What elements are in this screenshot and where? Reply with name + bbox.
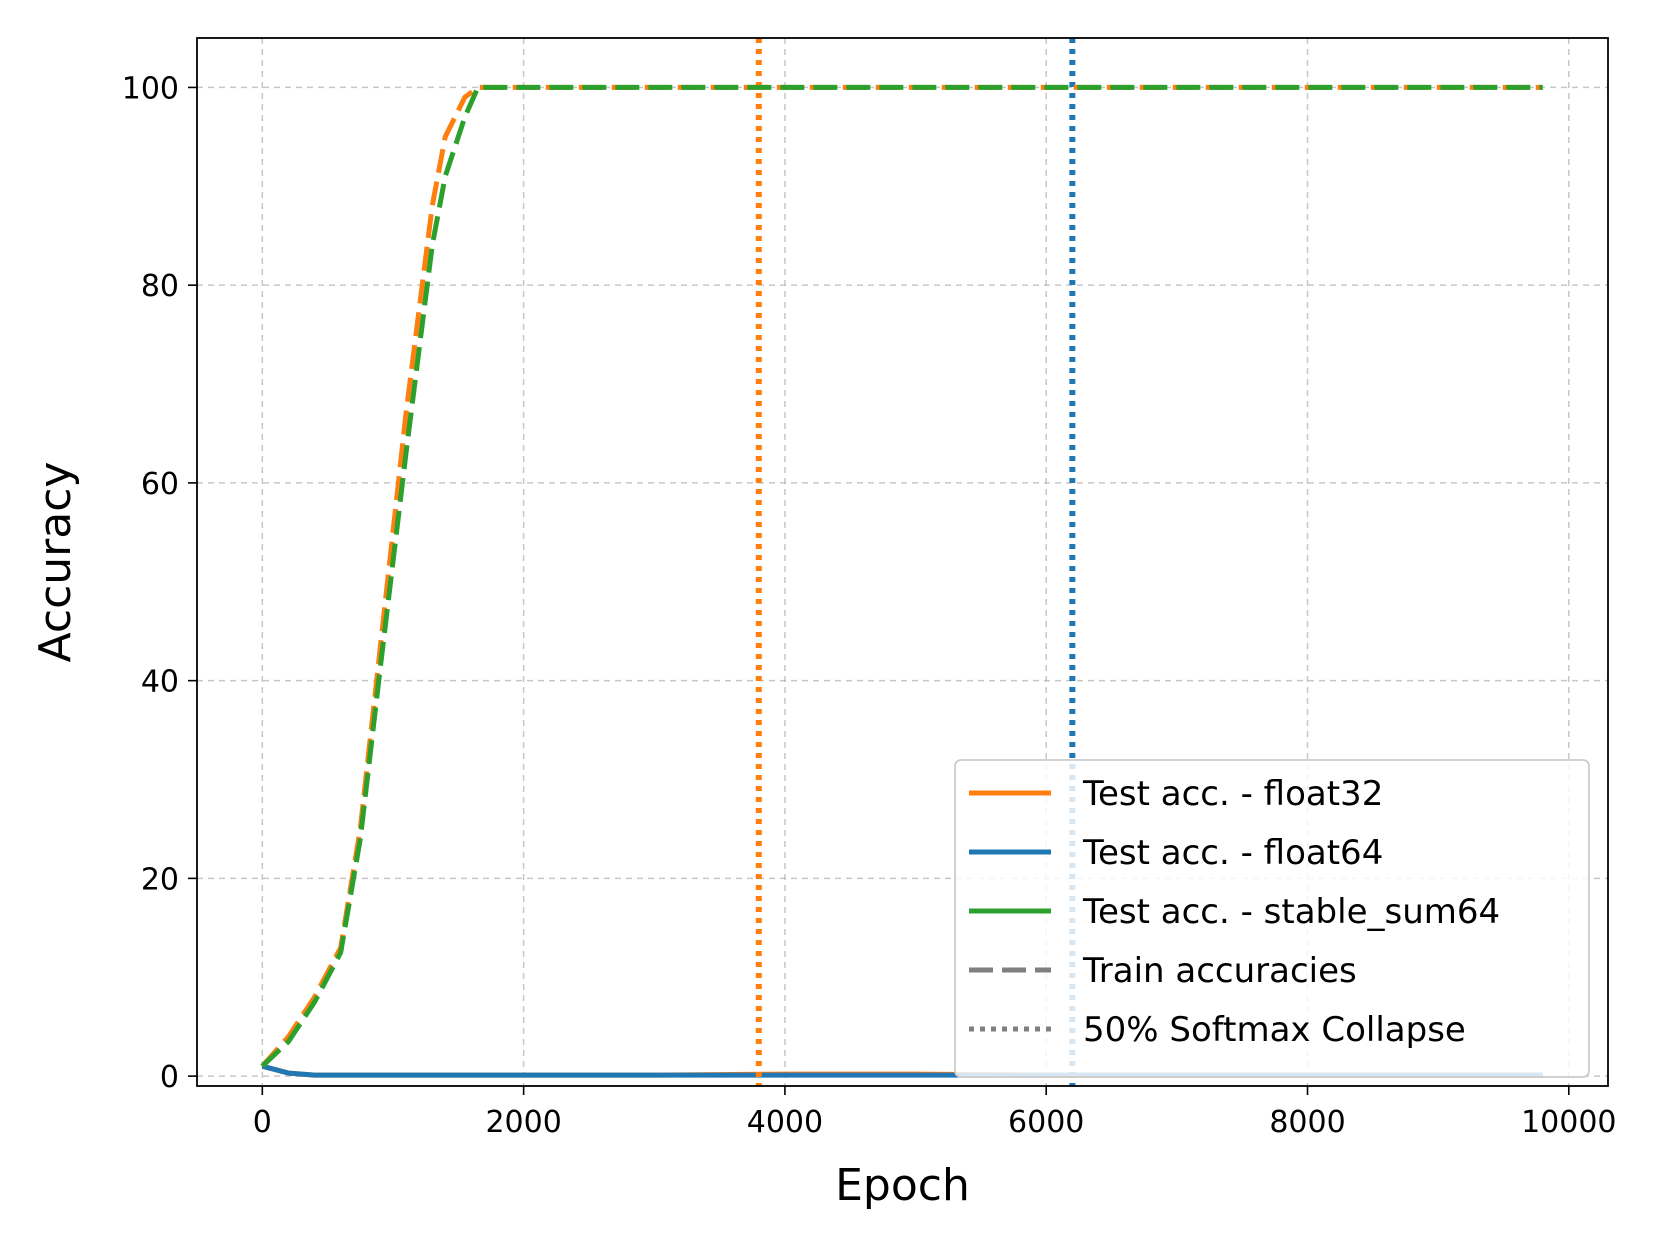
legend-box <box>954 759 1590 1078</box>
legend-label: Train accuracies <box>1082 951 1357 991</box>
y-axis-label: Accuracy <box>30 462 81 663</box>
y-tick-label: 40 <box>141 665 179 700</box>
y-tick-label: 0 <box>160 1060 179 1095</box>
x-tick-label: 6000 <box>1008 1105 1084 1140</box>
series-line-train-1 <box>260 84 1543 1069</box>
legend-label: Test acc. - float64 <box>1082 833 1383 873</box>
x-tick-label: 10000 <box>1521 1105 1616 1140</box>
tick-layer: 0 2000 4000 6000 8000 10000 0 20 40 60 80 100 <box>122 71 1617 1140</box>
legend-label: 50% Softmax Collapse <box>1083 1010 1466 1050</box>
y-tick-label: 100 <box>122 71 179 106</box>
legend-label: Test acc. - stable_sum64 <box>1082 892 1500 932</box>
plot-frame <box>196 37 1609 1087</box>
x-tick-label: 4000 <box>747 1105 823 1140</box>
frame-layer <box>196 37 1609 1087</box>
y-tick-label: 80 <box>141 269 179 304</box>
x-tick-label: 0 <box>253 1105 272 1140</box>
legend: Test acc. - float32 Test acc. - float64 Te… <box>954 759 1590 1078</box>
y-tick-label: 60 <box>141 467 179 502</box>
x-axis-label: Epoch <box>835 1160 970 1211</box>
x-tick-label: 2000 <box>485 1105 561 1140</box>
legend-label: Test acc. - float32 <box>1082 774 1383 814</box>
y-tick-label: 20 <box>141 862 179 897</box>
x-tick-label: 8000 <box>1269 1105 1345 1140</box>
